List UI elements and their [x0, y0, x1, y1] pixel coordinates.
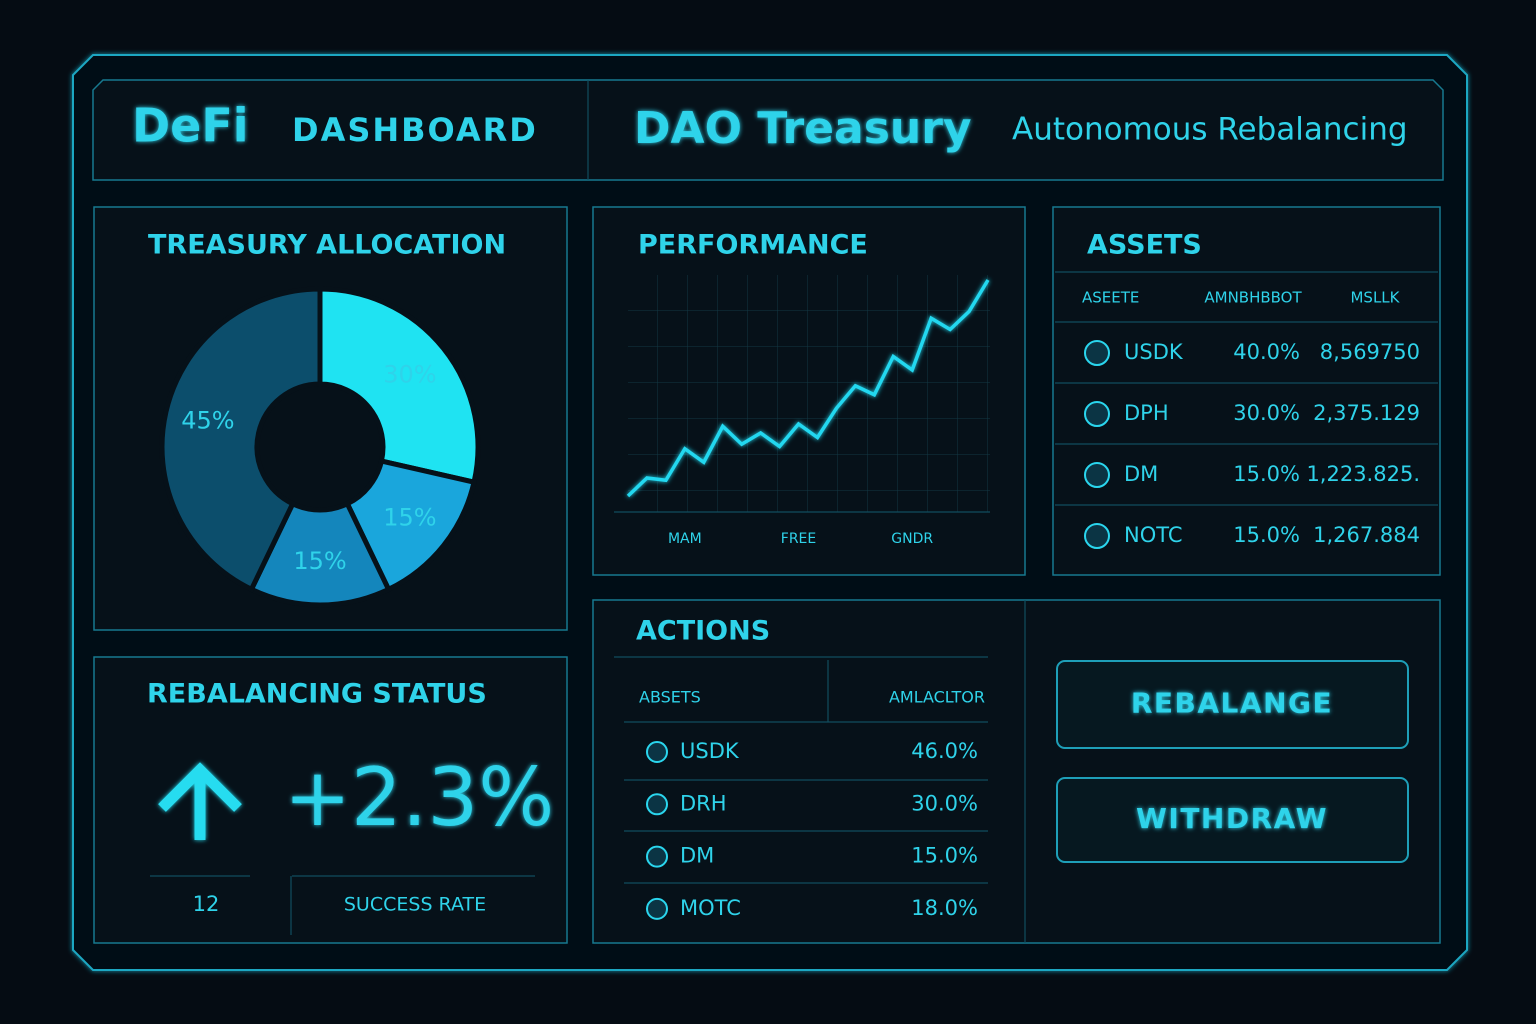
slice-label: 30%	[383, 360, 436, 388]
column-header: AMNBHBBOT	[1204, 289, 1302, 307]
header-panel	[92, 79, 1444, 181]
slice-label: 45%	[181, 406, 234, 434]
panel-title: PERFORMANCE	[638, 230, 868, 261]
pie-slice	[159, 286, 323, 593]
cell: 40.0%	[1233, 340, 1300, 364]
cell: 8,569750	[1320, 340, 1420, 364]
asset-icon	[646, 845, 668, 868]
x-tick-label: FREE	[781, 531, 816, 547]
cell: 30.0%	[1233, 401, 1300, 425]
slice-label: 15%	[383, 504, 436, 532]
cell: 15.0%	[1233, 523, 1300, 547]
actions-table: ABSETS AMLACLTOR USDK 46.0% DRH 30.0% DM 15.0% M…	[624, 688, 988, 920]
asset-icon	[646, 741, 668, 763]
column-header: ASEETE	[1082, 289, 1139, 307]
pie-slice	[248, 500, 392, 608]
button-label[interactable]: WITHDRAW	[1136, 802, 1328, 835]
button[interactable]	[1056, 660, 1409, 749]
page-subtitle: Autonomous Rebalancing	[1012, 112, 1408, 148]
up-arrow	[158, 762, 242, 840]
asset-icon	[1084, 462, 1110, 488]
cell: 1,267.884	[1313, 523, 1420, 547]
cell: 2,375.129	[1313, 401, 1420, 425]
asset-icon	[1084, 523, 1110, 549]
x-tick-label: MAM	[668, 531, 702, 547]
x-tick-label: GNDR	[891, 531, 933, 547]
asset-icon	[646, 897, 668, 920]
column-header: AMLACLTOR	[889, 688, 985, 707]
pie-slice	[343, 458, 478, 593]
assets-panel	[1052, 206, 1441, 576]
cell: 1,223.825.	[1306, 462, 1420, 486]
asset-icon	[646, 793, 668, 816]
asset-icon	[1084, 340, 1110, 366]
cell: 15.0%	[911, 844, 978, 868]
count: 12	[193, 892, 220, 916]
button-label[interactable]: REBALANGE	[1131, 687, 1333, 720]
asset-name: NOTC	[1124, 523, 1183, 547]
panel-title: ACTIONS	[636, 616, 770, 647]
actions-panel	[592, 599, 1441, 944]
pie-chart: 30% 15% 15% 45%	[159, 286, 481, 608]
cell: 15.0%	[1233, 462, 1300, 486]
column-header: MSLLK	[1350, 289, 1400, 307]
buttons: REBALANGE WITHDRAW	[1056, 660, 1409, 863]
status-label: SUCCESS RATE	[344, 894, 486, 916]
assets-table: ASEETE AMNBHBBOT MSLLK USDK 40.0% 8,569750 DPH…	[1055, 271, 1438, 549]
page-title: DAO Treasury	[634, 103, 972, 154]
slice-label: 15%	[293, 547, 346, 575]
cell: 46.0%	[911, 739, 978, 763]
asset-name: DRH	[680, 791, 727, 815]
line-chart: MAM FREE GNDR	[626, 279, 990, 547]
panel-title: ASSETS	[1087, 230, 1202, 261]
asset-name: USDK	[680, 739, 740, 763]
panel-title: TREASURY ALLOCATION	[148, 230, 506, 261]
button[interactable]	[1056, 777, 1409, 863]
column-header: ABSETS	[639, 688, 701, 707]
chart-grid	[628, 275, 990, 512]
asset-name: MOTC	[680, 896, 741, 920]
asset-name: DM	[1124, 462, 1158, 486]
brand: DeFi	[132, 99, 249, 153]
cell: 18.0%	[911, 896, 978, 920]
pie-slice	[317, 286, 481, 486]
brand-suffix: DASHBOARD	[292, 111, 538, 149]
change-value: +2.3%	[284, 751, 554, 844]
panel-title: REBALANCING STATUS	[147, 679, 487, 710]
asset-name: DPH	[1124, 401, 1169, 425]
asset-icon	[1084, 401, 1110, 427]
asset-name: DM	[680, 844, 714, 868]
cell: 30.0%	[911, 791, 978, 815]
asset-name: USDK	[1124, 340, 1184, 364]
line-series	[626, 279, 990, 498]
